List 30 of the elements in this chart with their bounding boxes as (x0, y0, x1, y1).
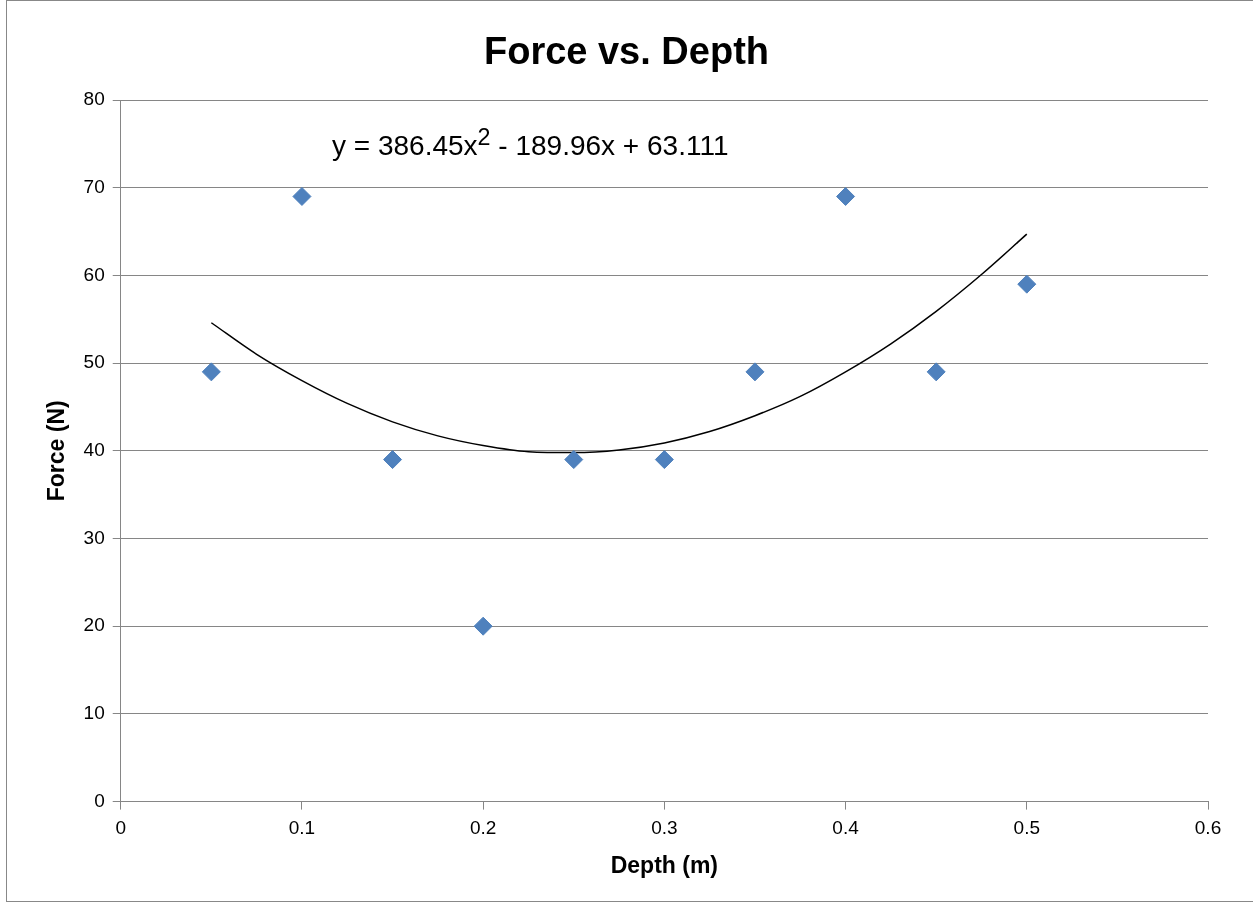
y-tick-label: 80 (83, 88, 105, 110)
point (926, 362, 946, 382)
y-axis-title: Force (N) (43, 400, 70, 502)
point (473, 616, 493, 636)
x-tick-label: 0.1 (288, 817, 316, 839)
x-axis-title: Depth (m) (610, 851, 719, 878)
x-tick-label: 0.4 (832, 817, 860, 839)
x-tick-label: 0.5 (1013, 817, 1040, 839)
y-tick-label: 40 (83, 439, 105, 461)
point (564, 450, 584, 470)
chart-title: Force vs. Depth (482, 30, 771, 73)
annotation: y = 386.45x$^{2}$ - 189.96x + 63.111 (332, 124, 729, 163)
y-tick-label: 70 (83, 175, 105, 197)
point (292, 186, 312, 206)
point (836, 186, 856, 206)
x-tick-label: 0.6 (1194, 817, 1222, 839)
x-tick-label: 0 (115, 817, 127, 839)
point (745, 362, 765, 382)
x-tick-label: 0.3 (651, 817, 678, 839)
y-tick-label: 60 (83, 263, 105, 285)
x-tick-label: 0.2 (469, 817, 497, 839)
y-tick-label: 30 (83, 526, 105, 548)
point (654, 450, 674, 470)
y-tick-label: 10 (83, 702, 105, 724)
point (201, 362, 221, 382)
y-tick-label: 20 (83, 614, 105, 636)
y-tick-label: 50 (83, 351, 105, 373)
point (1017, 274, 1037, 294)
y-tick-label: 0 (94, 789, 105, 811)
point (383, 450, 403, 470)
